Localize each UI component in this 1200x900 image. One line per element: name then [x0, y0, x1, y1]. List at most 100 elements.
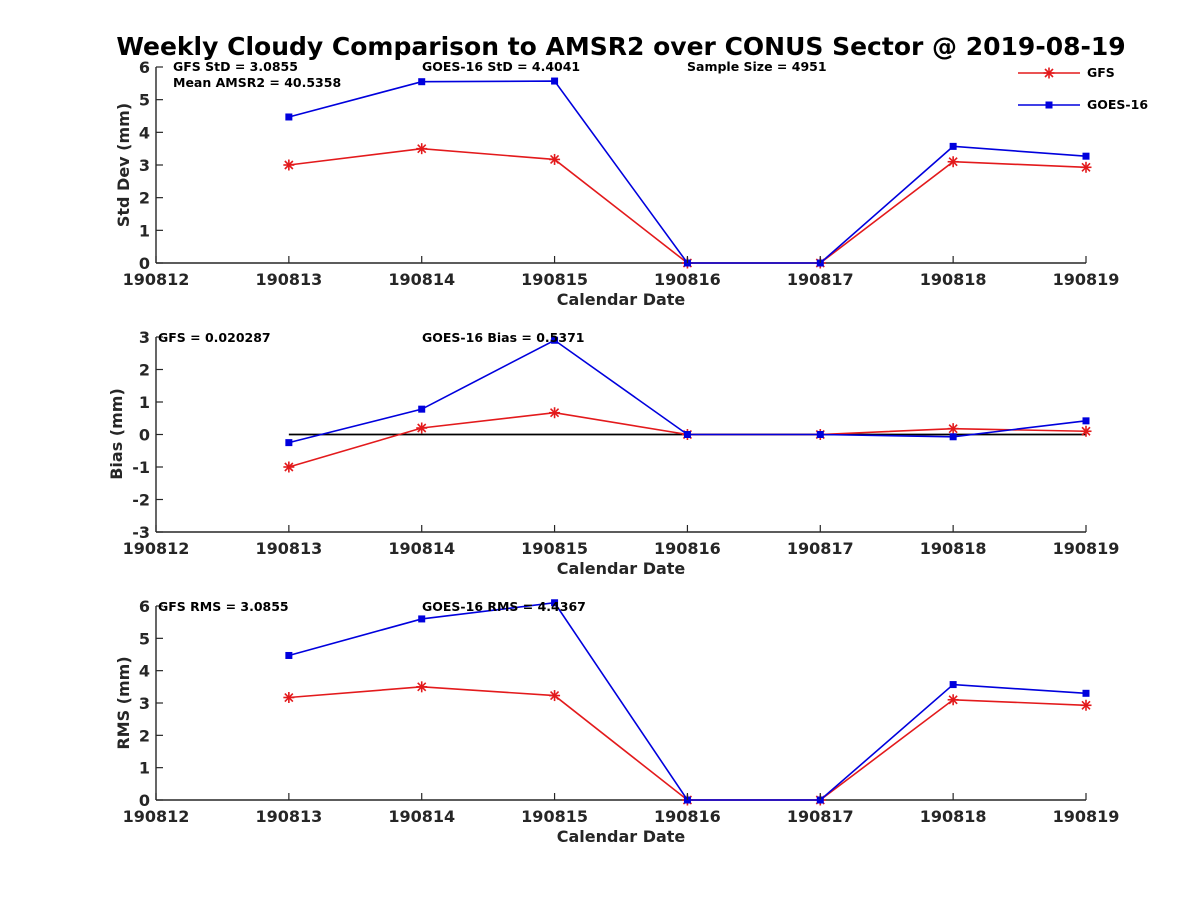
rms-y-tick-label: 1	[139, 759, 150, 778]
rms-point-gfs	[549, 690, 561, 702]
bias-point-goes16	[816, 431, 824, 438]
std-point-gfs	[1080, 161, 1092, 173]
rms-point-goes16	[949, 681, 957, 689]
rms-x-tick-label: 190813	[255, 807, 322, 826]
std-point-goes16	[285, 113, 293, 121]
std-x-tick-label: 190818	[920, 270, 987, 289]
bias-point-gfs	[283, 461, 295, 473]
std-point-gfs	[416, 143, 428, 155]
rms-y-tick-label: 6	[139, 597, 150, 616]
bias-y-tick-label: 3	[139, 328, 150, 347]
rms-x-tick-label: 190816	[654, 807, 721, 826]
bias-x-tick-label: 190818	[920, 539, 987, 558]
std-dev-plot-area	[155, 67, 1092, 269]
std-x-tick-label: 190813	[255, 270, 322, 289]
std-dev-y-ticks: 0 1 2 3 4 5 6	[139, 58, 163, 273]
rms-x-tick-label: 190814	[388, 807, 455, 826]
rms-x-ticks: 190812 190813 190814 190815 190816 190817 1908…	[123, 793, 1120, 826]
std-dev-annotation-gfs: GFS StD = 3.0855	[173, 59, 298, 74]
bias-plot-area	[155, 336, 1092, 533]
bias-y-tick-label: -1	[132, 458, 150, 477]
bias-x-tick-label: 190816	[654, 539, 721, 558]
std-y-tick-label: 0	[139, 254, 150, 273]
bias-annotation-goes16: GOES-16 Bias = 0.5371	[422, 330, 584, 345]
rms-x-label: Calendar Date	[557, 827, 686, 846]
bias-point-gfs	[1080, 425, 1092, 437]
rms-x-tick-label: 190818	[920, 807, 987, 826]
std-point-gfs	[947, 156, 959, 168]
std-point-goes16	[949, 142, 957, 150]
std-dev-x-ticks: 190812 190813 190814 190815 190816 190817 1908…	[123, 256, 1120, 289]
bias-point-goes16	[285, 439, 293, 447]
rms-x-tick-label: 190817	[787, 807, 854, 826]
std-series-line-gfs	[288, 147, 1087, 264]
std-dev-annotation-mean-amsr2: Mean AMSR2 = 40.5358	[173, 75, 341, 90]
bias-y-tick-label: 2	[139, 361, 150, 380]
rms-point-goes16	[418, 615, 426, 623]
std-x-tick-label: 190819	[1053, 270, 1120, 289]
std-dev-y-label: Std Dev (mm)	[114, 103, 133, 227]
std-y-tick-label: 3	[139, 156, 150, 175]
legend-marker-gfs	[1043, 67, 1055, 79]
bias-point-goes16	[1082, 417, 1090, 425]
bias-y-ticks: -3 -2 -1 0 1 2 3	[132, 328, 163, 542]
std-x-tick-label: 190816	[654, 270, 721, 289]
bias-x-tick-label: 190815	[521, 539, 588, 558]
bias-y-tick-label: 1	[139, 393, 150, 412]
bias-series-line-goes16	[288, 339, 1087, 444]
rms-annotation-goes16: GOES-16 RMS = 4.4367	[422, 599, 586, 614]
std-x-tick-label: 190814	[388, 270, 455, 289]
bias-point-goes16	[683, 431, 691, 438]
chart-title: Weekly Cloudy Comparison to AMSR2 over C…	[116, 32, 1125, 61]
std-dev-x-label: Calendar Date	[557, 290, 686, 309]
rms-point-gfs	[947, 694, 959, 706]
bias-y-tick-label: -3	[132, 523, 150, 542]
legend-marker-goes16	[1045, 101, 1053, 109]
rms-series-line-gfs	[288, 686, 1087, 801]
rms-y-tick-label: 4	[139, 662, 150, 681]
bias-x-label: Calendar Date	[557, 559, 686, 578]
std-series-line-goes16	[288, 80, 1087, 264]
rms-y-tick-label: 5	[139, 629, 150, 648]
std-x-tick-label: 190817	[787, 270, 854, 289]
legend-asterisk-gfs	[1043, 67, 1055, 79]
bias-y-label: Bias (mm)	[107, 388, 126, 480]
legend-label-gfs: GFS	[1087, 65, 1115, 80]
bias-point-gfs	[947, 423, 959, 435]
rms-y-ticks: 0 1 2 3 4 5 6	[139, 597, 163, 810]
rms-annotation-gfs: GFS RMS = 3.0855	[158, 599, 289, 614]
bias-x-ticks: 190812 190813 190814 190815 190816 190817 1908…	[123, 525, 1119, 558]
rms-point-goes16	[551, 599, 559, 607]
rms-series-line-goes16	[288, 601, 1087, 801]
rms-point-gfs	[283, 692, 295, 704]
std-dev-annotation-sample-size: Sample Size = 4951	[687, 59, 827, 74]
rms-plot-area	[155, 599, 1092, 806]
std-point-goes16	[551, 77, 559, 85]
std-y-tick-label: 4	[139, 123, 150, 142]
rms-y-tick-label: 2	[139, 726, 150, 745]
bias-x-tick-label: 190817	[787, 539, 854, 558]
std-point-gfs	[549, 153, 561, 165]
legend-label-goes16: GOES-16	[1087, 97, 1148, 112]
bias-point-gfs	[549, 407, 561, 419]
std-dev-annotation-goes16: GOES-16 StD = 4.4041	[422, 59, 580, 74]
rms-y-tick-label: 3	[139, 694, 150, 713]
std-y-tick-label: 5	[139, 91, 150, 110]
bias-x-tick-label: 190813	[255, 539, 322, 558]
std-point-goes16	[418, 78, 426, 86]
std-y-tick-label: 1	[139, 221, 150, 240]
bias-y-tick-label: -2	[132, 491, 150, 510]
bias-annotation-gfs: GFS = 0.020287	[158, 330, 271, 345]
std-x-tick-label: 190812	[123, 270, 190, 289]
std-y-tick-label: 6	[139, 58, 150, 77]
bias-point-goes16	[418, 405, 426, 413]
rms-x-tick-label: 190819	[1053, 807, 1120, 826]
rms-y-tick-label: 0	[139, 791, 150, 810]
bias-point-goes16	[949, 433, 957, 441]
rms-point-goes16	[1082, 689, 1090, 697]
bias-point-gfs	[416, 422, 428, 434]
bias-y-tick-label: 0	[139, 426, 150, 445]
rms-point-goes16	[285, 651, 293, 659]
